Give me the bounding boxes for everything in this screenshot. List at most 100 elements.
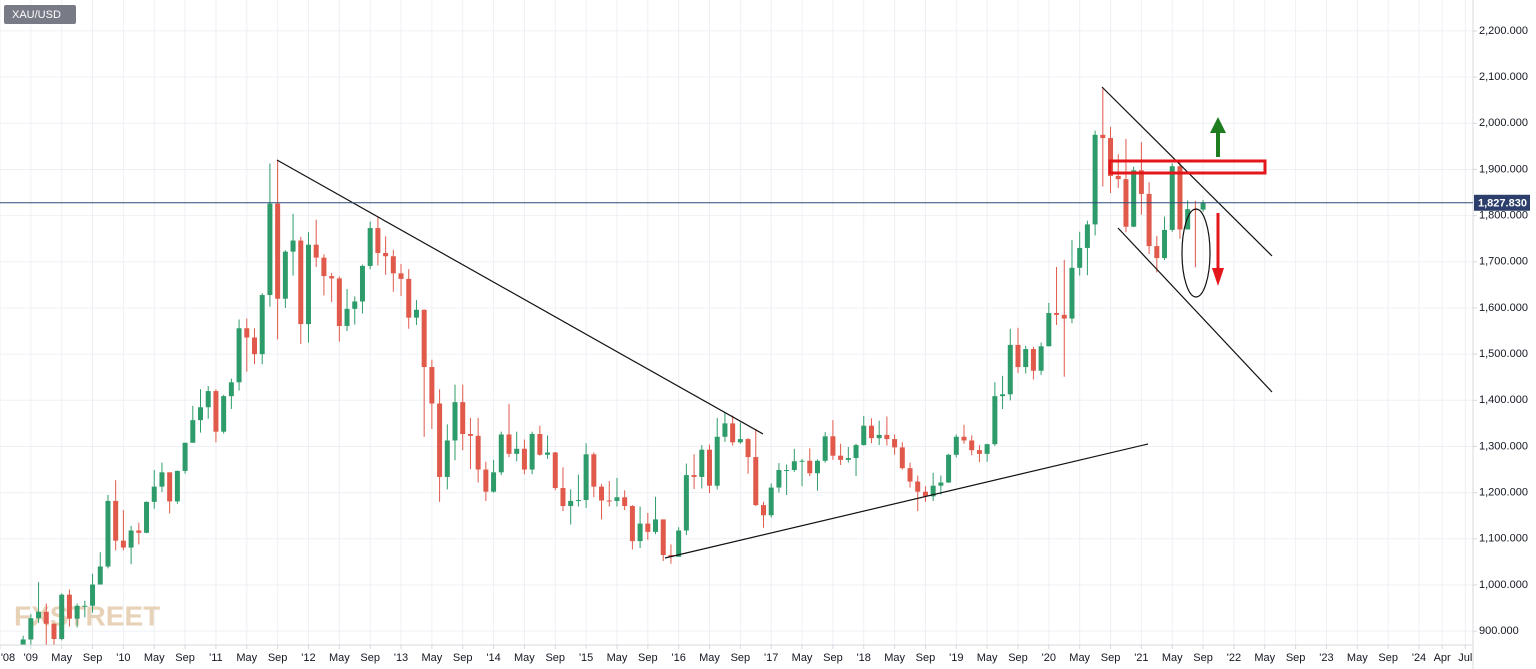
candle-body <box>1108 138 1114 176</box>
candle-body <box>699 449 705 477</box>
x-tick-label: Sep <box>83 652 103 664</box>
candle-body <box>1046 313 1052 347</box>
candle-body <box>838 455 844 460</box>
candle-body <box>151 486 157 502</box>
candle-body <box>521 448 527 470</box>
candle-body <box>144 501 150 533</box>
candle-body <box>221 396 227 432</box>
x-tick-label: Apr <box>1434 652 1451 664</box>
candle-body <box>259 295 265 355</box>
candle-body <box>1200 202 1206 210</box>
candle-body <box>1138 170 1144 194</box>
candle-body <box>305 244 311 325</box>
x-tick-label: '12 <box>301 652 315 664</box>
candle-body <box>791 461 797 471</box>
candles <box>20 88 1206 645</box>
candle-body <box>136 530 142 533</box>
candle-body <box>113 500 119 541</box>
x-tick-label: May <box>699 652 720 664</box>
candle-body <box>1015 344 1021 368</box>
candle-body <box>745 439 751 458</box>
candle-body <box>383 253 389 257</box>
candle-body <box>321 257 327 277</box>
candle-body <box>645 523 651 532</box>
candle-body <box>406 278 412 318</box>
x-tick-label: May <box>1347 652 1368 664</box>
candle-body <box>899 447 905 469</box>
y-tick-label: 2,200.000 <box>1479 25 1528 37</box>
candle-body <box>282 251 288 299</box>
candle-body <box>1115 175 1121 180</box>
x-tick-label: Sep <box>1101 652 1121 664</box>
y-tick-label: 1,200.000 <box>1479 487 1528 499</box>
candle-body <box>591 454 597 487</box>
candle-body <box>1000 394 1006 397</box>
candle-body <box>444 440 450 477</box>
x-tick-label: '11 <box>209 652 223 664</box>
x-tick-label: Sep <box>268 652 288 664</box>
candle-body <box>105 500 111 567</box>
candle-body <box>390 256 396 274</box>
candle-body <box>676 530 682 557</box>
x-tick-label: May <box>1069 652 1090 664</box>
candle-body <box>653 519 659 532</box>
candle-body <box>599 486 605 501</box>
candle-body <box>97 566 103 585</box>
x-tick-label: May <box>977 652 998 664</box>
candle-body <box>82 605 88 607</box>
candle-body <box>36 611 42 619</box>
candle-body <box>1092 134 1098 225</box>
candle-body <box>984 444 990 454</box>
candle-body <box>329 276 335 279</box>
candle-body <box>884 434 890 440</box>
x-tick-label: '09 <box>24 652 38 664</box>
grid <box>0 0 1473 645</box>
resistance-box <box>1108 159 1267 175</box>
candle-body <box>629 506 635 542</box>
candle-body <box>737 439 743 443</box>
candle-body <box>275 203 281 299</box>
candle-body <box>1100 134 1106 139</box>
candle-body <box>51 623 57 639</box>
candle-body <box>59 594 65 639</box>
candle-body <box>822 436 828 461</box>
candle-body <box>1162 229 1168 259</box>
x-tick-label: '23 <box>1319 652 1333 664</box>
candle-body <box>583 454 589 501</box>
candle-body <box>28 618 34 640</box>
x-tick-label: May <box>144 652 165 664</box>
candle-body <box>313 244 319 258</box>
x-tick-label: Sep <box>1286 652 1306 664</box>
candle-body <box>1030 349 1036 371</box>
candle-body <box>799 460 805 462</box>
candle-body <box>714 436 720 486</box>
x-tick-label: Sep <box>916 652 936 664</box>
candle-body <box>43 611 49 624</box>
x-tick-label: '08 <box>1 652 15 664</box>
candle-body <box>290 240 296 252</box>
axes: 900.000 1,000.000 1,100.000 1,200.000 1,300.… <box>0 25 1530 664</box>
y-tick-label: 2,100.000 <box>1479 71 1528 83</box>
y-tick-label: 1,900.000 <box>1479 163 1528 175</box>
candle-body <box>545 452 551 455</box>
candle-body <box>120 540 126 548</box>
x-tick-label: May <box>421 652 442 664</box>
x-tick-label: '24 <box>1412 652 1426 664</box>
candle-body <box>1007 344 1013 395</box>
candle-body <box>213 391 219 432</box>
x-tick-label: Sep <box>453 652 473 664</box>
candle-body <box>398 273 404 279</box>
candle-body <box>1069 267 1075 319</box>
candle-body <box>205 391 211 408</box>
candle-body <box>1077 247 1083 268</box>
candle-body <box>336 278 342 326</box>
trendline <box>664 443 1149 559</box>
candle-body <box>244 328 250 338</box>
candle-body <box>660 519 666 555</box>
y-tick-label: 1,700.000 <box>1479 256 1528 268</box>
last-price-label: 1,827.830 <box>1478 198 1527 210</box>
candle-body <box>128 530 134 548</box>
candle-body <box>413 309 419 318</box>
highlight-ellipse <box>1181 208 1211 298</box>
